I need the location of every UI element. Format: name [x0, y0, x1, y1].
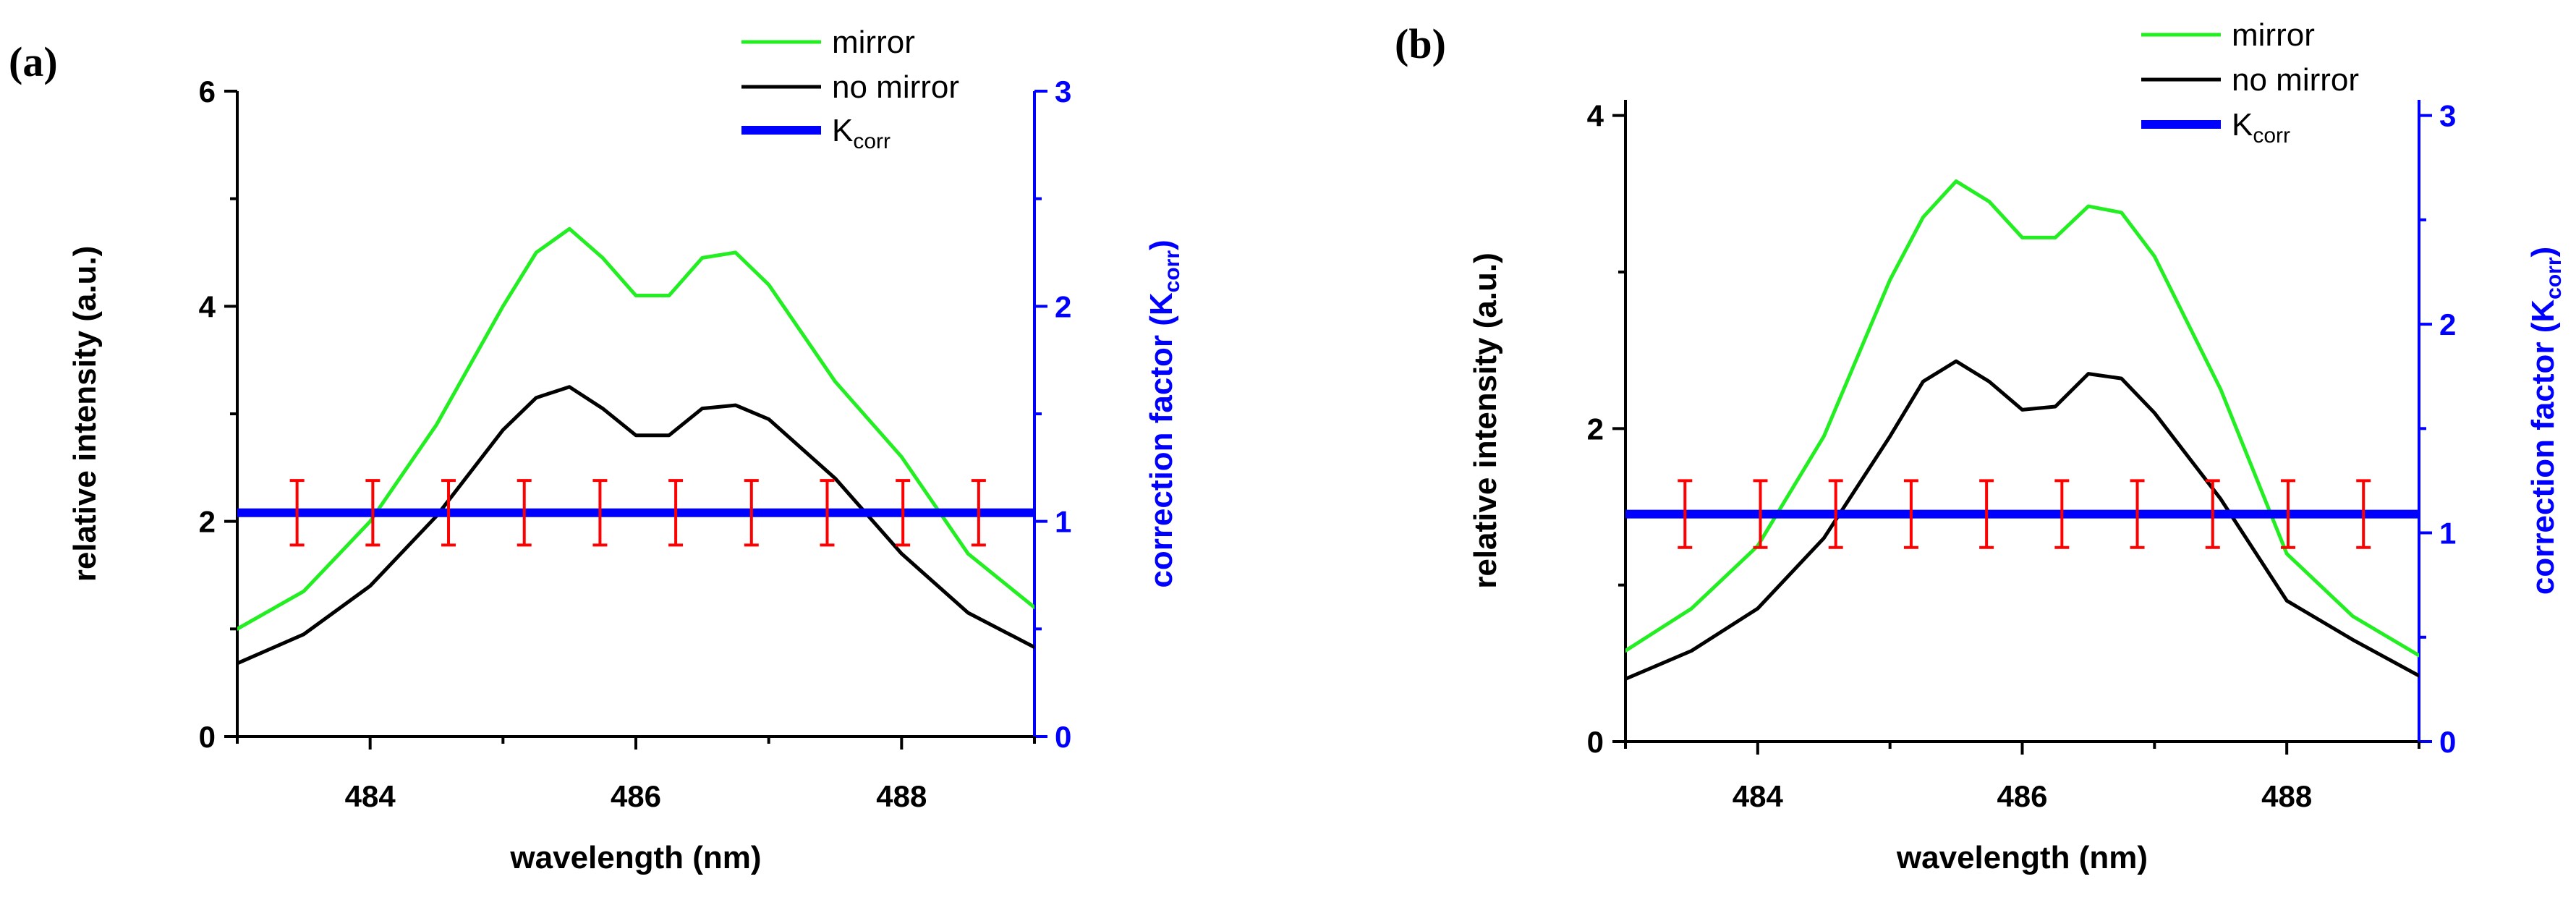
series-line-no-mirror: [237, 385, 1034, 666]
error-bar: [2280, 479, 2295, 549]
y2-tick-label: 2: [1055, 289, 1071, 323]
x-tick-label: 486: [1997, 779, 2047, 813]
y-tick-label: 0: [1587, 725, 1604, 759]
y2-tick-label: 3: [1055, 75, 1071, 109]
y2-axis-title: correction factor (Kcorr): [1144, 239, 1184, 587]
legend-label-main: K: [832, 113, 853, 148]
legend-label-kcorr: Kcorr: [2232, 107, 2290, 148]
y2-axis-title-end: ): [2525, 247, 2561, 258]
series-line-mirror: [1625, 179, 2419, 658]
error-bar: [441, 479, 456, 547]
y2-tick-label: 2: [2439, 307, 2456, 341]
y2-tick-label: 1: [1055, 505, 1071, 539]
y-tick-label: 4: [199, 289, 216, 323]
legend-label-main: no mirror: [2232, 62, 2359, 98]
legend-label-mirror: mirror: [832, 25, 915, 60]
y2-tick-label: 0: [1055, 720, 1071, 754]
legend-label-main: K: [2232, 107, 2253, 143]
error-bar: [1979, 479, 1994, 549]
legend-label-mirror: mirror: [2232, 17, 2315, 53]
y2-axis-title-main: correction factor (K: [1144, 292, 1179, 588]
x-axis-title: wavelength (nm): [1896, 840, 2148, 875]
error-bar: [517, 479, 532, 547]
error-bar: [896, 479, 911, 547]
y2-axis-title-sub: corr: [1160, 250, 1184, 293]
legend-label-no-mirror: no mirror: [2232, 62, 2359, 98]
panel-label: (b): [1395, 20, 1446, 67]
series-line-no-mirror: [1625, 359, 2419, 681]
error-bar: [592, 479, 608, 547]
legend-label-main: no mirror: [832, 69, 959, 105]
error-bar: [2356, 479, 2371, 549]
y2-tick-label: 0: [2439, 725, 2456, 759]
x-tick-label: 488: [876, 779, 927, 813]
legend-label-sub: corr: [853, 130, 890, 153]
error-bar: [1678, 479, 1693, 549]
error-bar: [668, 479, 684, 547]
y2-tick-label: 3: [2439, 99, 2456, 133]
y-tick-label: 4: [1587, 99, 1604, 133]
x-tick-label: 486: [611, 779, 661, 813]
error-bar: [2130, 479, 2145, 549]
y2-axis-title-sub: corr: [2542, 257, 2566, 300]
y-tick-label: 2: [1587, 412, 1604, 446]
error-bar: [365, 479, 381, 547]
panel-label: (a): [9, 38, 58, 85]
x-axis-title: wavelength (nm): [509, 840, 761, 875]
y2-axis-title-main: correction factor (K: [2525, 300, 2561, 595]
y-axis-title: relative intensity (a.u.): [67, 246, 103, 582]
error-bar: [971, 479, 986, 547]
error-bar: [820, 479, 835, 547]
y2-tick-label: 1: [2439, 517, 2456, 551]
error-bar: [289, 479, 305, 547]
legend-label-no-mirror: no mirror: [832, 69, 959, 105]
legend-label-kcorr: Kcorr: [832, 113, 890, 153]
error-bar: [1753, 479, 1768, 549]
legend-label-main: mirror: [832, 25, 915, 60]
y-axis-title: relative intensity (a.u.): [1468, 252, 1503, 589]
legend-label-sub: corr: [2253, 124, 2290, 148]
y-tick-label: 2: [199, 505, 216, 539]
y-tick-label: 6: [199, 75, 216, 109]
chart-panel-b: (b) 0 2 4 0 1 2 3 484 486 488 wavelength (nm) relati…: [1395, 17, 2566, 875]
error-bar: [744, 479, 759, 547]
y2-axis-title: correction factor (Kcorr): [2525, 247, 2566, 595]
legend-label-main: mirror: [2232, 17, 2315, 53]
error-bar: [2205, 479, 2220, 549]
series-line-mirror: [237, 226, 1034, 631]
x-tick-label: 484: [1733, 779, 1784, 813]
error-bar: [1903, 479, 1918, 549]
error-bar: [1828, 479, 1843, 549]
error-bar: [2054, 479, 2070, 549]
y2-axis-title-end: ): [1144, 239, 1179, 250]
chart-panel-a: (a) 0 2 4 6 0 1 2 3 484 486 488 wavelength (nm) relat…: [9, 25, 1184, 875]
x-tick-label: 488: [2261, 779, 2312, 813]
x-tick-label: 484: [345, 779, 396, 813]
y-tick-label: 0: [199, 720, 216, 754]
